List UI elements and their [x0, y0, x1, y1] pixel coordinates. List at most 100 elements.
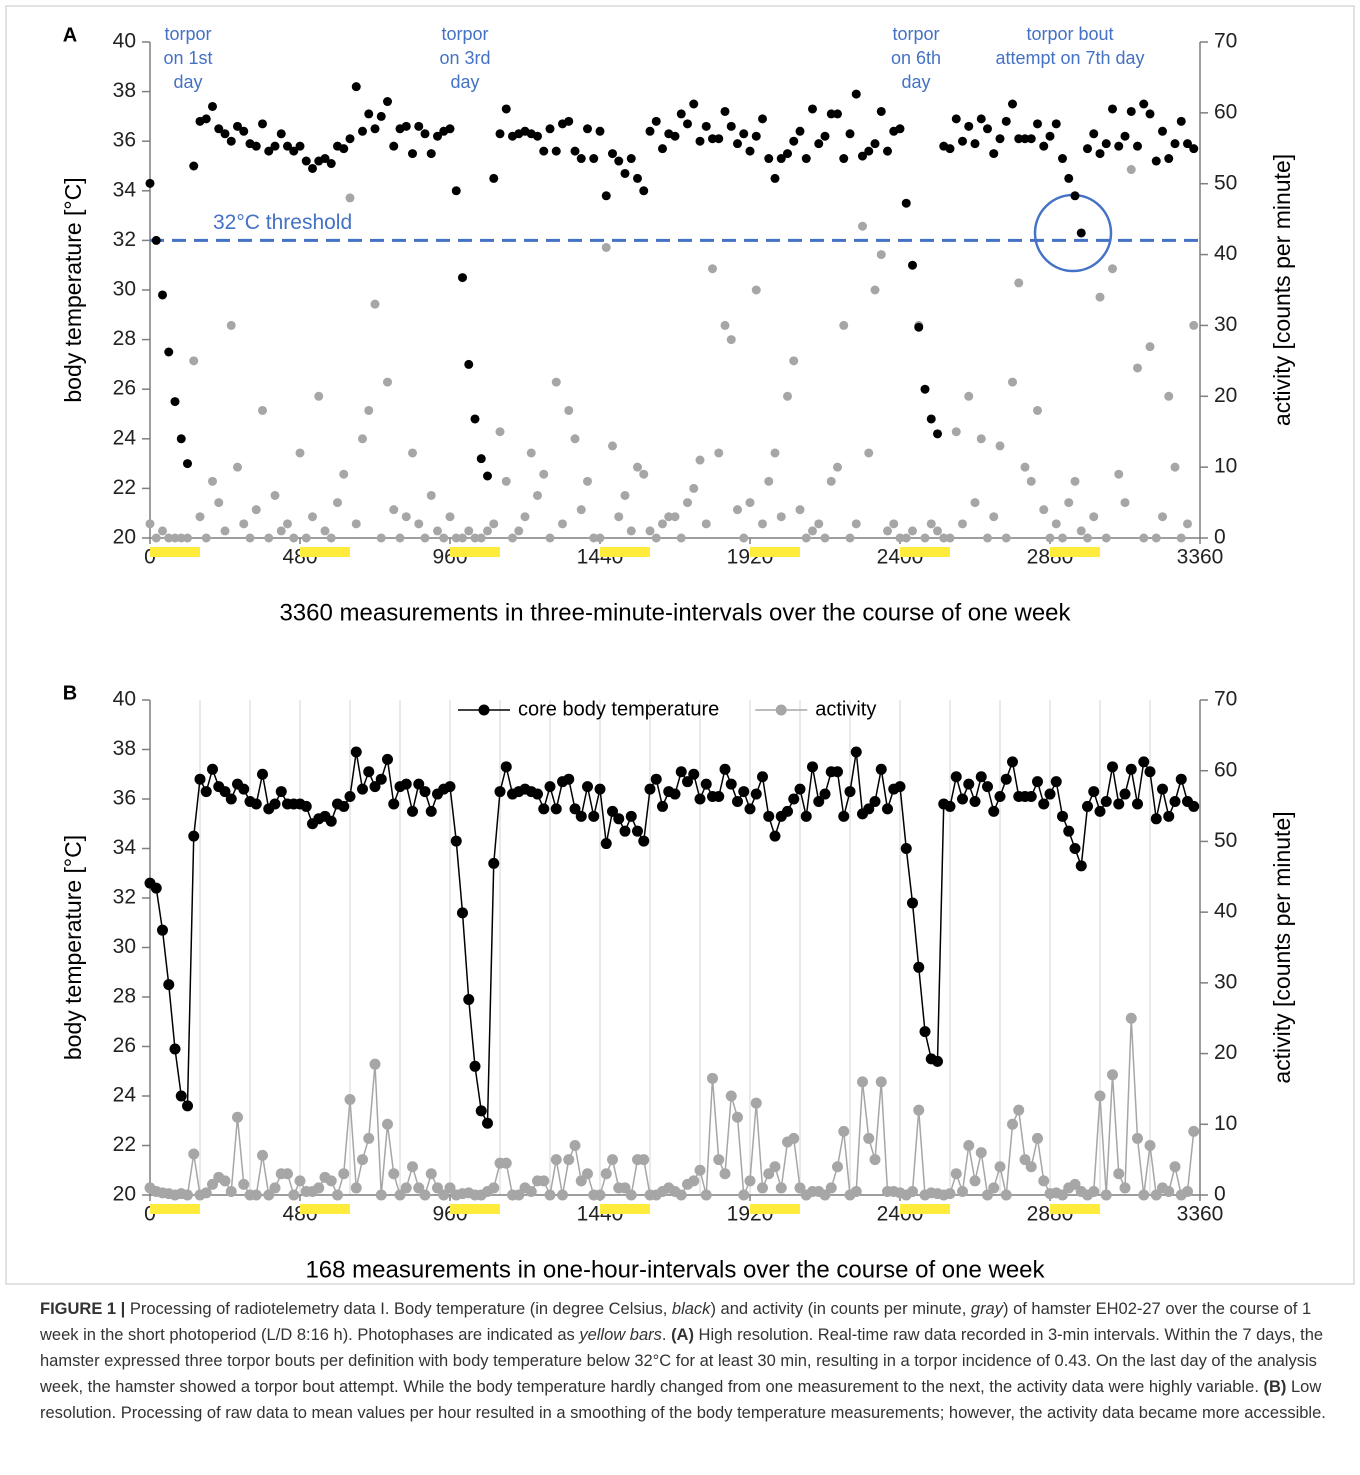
data-point	[645, 526, 655, 536]
data-point	[219, 786, 231, 798]
data-point	[583, 124, 592, 134]
data-point	[239, 126, 249, 136]
y2-tick-label: 10	[1214, 1112, 1237, 1135]
highlight-circle	[1033, 193, 1113, 273]
data-point	[608, 441, 617, 451]
photophase-bar	[300, 547, 350, 557]
data-point	[1069, 843, 1081, 854]
data-point	[1169, 795, 1181, 807]
data-point	[176, 533, 186, 543]
data-point	[1145, 342, 1155, 352]
data-point	[1189, 144, 1199, 154]
data-point	[214, 124, 224, 134]
data-point	[488, 1182, 500, 1194]
data-point	[751, 285, 761, 295]
data-point	[538, 803, 550, 815]
data-point	[1095, 149, 1105, 159]
data-point	[175, 1090, 187, 1102]
data-point	[638, 835, 650, 847]
data-point	[1107, 761, 1118, 773]
y-tick-label: 36	[113, 787, 136, 810]
caption-text: Processing of radiotelemetry data I. Bod…	[125, 1300, 672, 1318]
data-point	[1183, 139, 1192, 149]
data-point	[1108, 264, 1117, 274]
data-point	[350, 746, 362, 758]
data-point	[1158, 512, 1167, 522]
data-point	[589, 533, 599, 543]
data-point	[225, 1185, 237, 1197]
data-point	[582, 781, 593, 793]
data-point	[1138, 1189, 1150, 1201]
data-point	[819, 1189, 831, 1201]
data-point	[1051, 519, 1061, 529]
data-point	[994, 1161, 1006, 1173]
data-point	[820, 533, 830, 543]
data-point	[933, 429, 942, 439]
y-tick-label: 30	[113, 935, 136, 958]
data-point	[470, 533, 480, 543]
data-point	[625, 1189, 637, 1201]
data-point	[569, 803, 581, 815]
data-point	[382, 753, 393, 765]
data-point	[945, 533, 955, 543]
legend-marker	[478, 704, 490, 716]
x-axis-label: 3360 measurements in three-minute-interv…	[279, 599, 1071, 626]
data-point	[920, 533, 930, 543]
data-point	[914, 322, 924, 332]
data-point	[182, 1189, 193, 1201]
data-point	[719, 1168, 731, 1180]
data-point	[325, 1175, 337, 1187]
data-point	[676, 109, 686, 119]
data-point	[550, 803, 562, 815]
data-point	[401, 121, 411, 131]
data-point	[683, 498, 692, 508]
data-point	[601, 191, 611, 201]
data-point	[875, 1076, 887, 1088]
data-point	[863, 1132, 875, 1144]
x-tick-label: 0	[144, 1203, 156, 1226]
panel-label: A	[63, 24, 77, 46]
photophase-bar	[450, 547, 500, 557]
data-point	[1057, 1189, 1068, 1201]
data-point	[794, 783, 806, 795]
data-point	[488, 857, 500, 869]
data-point	[1064, 498, 1074, 508]
data-point	[250, 798, 262, 810]
data-point	[570, 434, 580, 444]
data-point	[1088, 1185, 1100, 1197]
data-point	[508, 533, 517, 543]
data-point	[570, 146, 580, 156]
data-point	[825, 1182, 837, 1194]
data-point	[339, 469, 349, 479]
data-point	[832, 1161, 843, 1173]
data-point	[420, 533, 430, 543]
y2-axis-label: activity [counts per minute]	[1269, 154, 1295, 426]
y2-tick-label: 10	[1214, 455, 1237, 478]
data-point	[158, 526, 167, 536]
data-point	[208, 101, 217, 111]
data-point	[894, 781, 906, 793]
data-point	[1100, 795, 1112, 807]
data-point	[1151, 156, 1161, 166]
data-point	[194, 773, 206, 785]
annotation: torpor	[164, 24, 211, 44]
data-point	[851, 89, 861, 99]
data-point	[169, 1043, 181, 1055]
data-point	[725, 778, 737, 790]
data-point	[694, 793, 706, 805]
data-point	[645, 126, 655, 136]
data-point	[250, 1189, 262, 1201]
data-point	[814, 139, 824, 149]
data-point	[844, 786, 856, 798]
data-point	[1094, 1090, 1106, 1102]
data-point	[745, 146, 755, 156]
data-point	[1014, 278, 1024, 288]
data-point	[1058, 533, 1067, 543]
data-point	[325, 815, 337, 827]
data-point	[419, 786, 431, 798]
y-tick-label: 22	[113, 1133, 136, 1156]
data-point	[951, 114, 961, 124]
data-point	[1069, 1178, 1081, 1190]
data-point	[408, 448, 417, 458]
data-point	[1032, 776, 1043, 788]
